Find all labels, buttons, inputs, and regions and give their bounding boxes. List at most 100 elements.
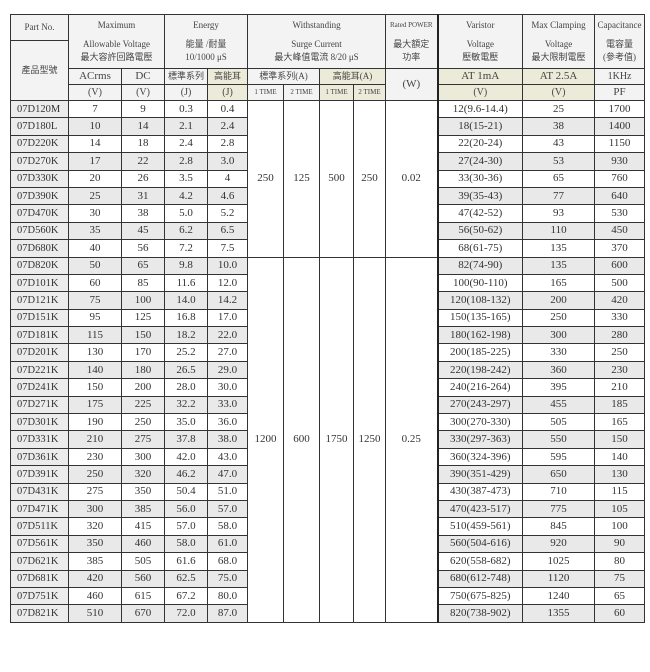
cell-energy-high: 51.0: [207, 482, 249, 501]
cell-clamping-voltage: 135: [522, 239, 596, 258]
cell-energy-std: 9.8: [164, 256, 209, 275]
cell-part-number: 07D511K: [10, 517, 69, 536]
cell-acrms-voltage: 7: [68, 99, 122, 119]
header-clamping: Max Clamping Voltage 最大限制電壓: [522, 14, 596, 69]
cell-acrms-voltage: 17: [68, 152, 122, 171]
cell-energy-std: 11.6: [164, 273, 209, 293]
cell-capacitance: 105: [594, 499, 646, 519]
cell-capacitance: 130: [594, 465, 646, 484]
cell-dc-voltage: 26: [120, 169, 166, 188]
cell-dc-voltage: 38: [120, 204, 166, 223]
cell-capacitance: 330: [594, 308, 646, 328]
cell-energy-high: 0.4: [207, 99, 249, 119]
cell-clamping-voltage: 250: [522, 308, 596, 328]
cell-energy-std: 72.0: [164, 604, 209, 623]
cell-part-number: 07D390K: [10, 186, 69, 206]
header-surge-high-1time: 1 TIME: [319, 84, 355, 101]
cell-energy-high: 22.0: [207, 326, 249, 345]
header-max-voltage-line2: Allowable Voltage: [83, 39, 150, 49]
cell-energy-std: 18.2: [164, 326, 209, 345]
cell-dc-voltage: 65: [120, 256, 166, 275]
cell-energy-high: 2.4: [207, 117, 249, 136]
cell-varistor-voltage: 22(20-24): [436, 134, 524, 154]
cell-varistor-voltage: 27(24-30): [436, 152, 524, 171]
cell-acrms-voltage: 60: [68, 273, 122, 293]
cell-part-number: 07D101K: [10, 273, 69, 293]
cell-acrms-voltage: 130: [68, 343, 122, 362]
cell-acrms-voltage: 150: [68, 378, 122, 397]
cell-capacitance: 1150: [594, 134, 646, 154]
cell-capacitance: 930: [594, 152, 646, 171]
cell-part-number: 07D560K: [10, 221, 69, 241]
table-row: 07D201K 130 170 25.2 27.0 200(185-225) 330 250: [10, 343, 646, 362]
cell-energy-std: 6.2: [164, 221, 209, 241]
cell-dc-voltage: 300: [120, 447, 166, 467]
cell-varistor-voltage: 510(459-561): [436, 517, 524, 536]
header-energy-std: 標準系列: [164, 68, 209, 85]
header-energy-high-unit: (J): [207, 84, 249, 101]
cell-capacitance: 500: [594, 273, 646, 293]
table-row: 07D271K 175 225 32.2 33.0 270(243-297) 455 185: [10, 395, 646, 415]
header-varistor-line2: Voltage: [466, 39, 494, 49]
cell-part-number: 07D241K: [10, 378, 69, 397]
table-row: 07D270K 17 22 2.8 3.0 27(24-30) 53 930: [10, 152, 646, 171]
cell-energy-high: 38.0: [207, 430, 249, 449]
cell-energy-std: 67.2: [164, 586, 209, 606]
cell-part-number: 07D220K: [10, 134, 69, 154]
cell-capacitance: 1700: [594, 99, 646, 119]
cell-dc-voltage: 615: [120, 586, 166, 606]
cell-surge-std-2: 600: [283, 256, 321, 623]
cell-capacitance: 600: [594, 256, 646, 275]
cell-varistor-voltage: 33(30-36): [436, 169, 524, 188]
table-row: 07D561K 350 460 58.0 61.0 560(504-616) 920 90: [10, 534, 646, 554]
cell-varistor-voltage: 47(42-52): [436, 204, 524, 223]
cell-varistor-voltage: 200(185-225): [436, 343, 524, 362]
cell-varistor-voltage: 150(135-165): [436, 308, 524, 328]
header-at-25a: AT 2.5A: [522, 68, 596, 85]
cell-acrms-voltage: 300: [68, 499, 122, 519]
cell-acrms-voltage: 190: [68, 413, 122, 432]
header-clamping-line1: Max Clamping: [531, 20, 586, 30]
varistor-spec-table-container: Part No. Maximum Allowable Voltage 最大容許回…: [10, 14, 646, 623]
cell-varistor-voltage: 39(35-43): [436, 186, 524, 206]
cell-acrms-voltage: 140: [68, 360, 122, 380]
cell-dc-voltage: 150: [120, 326, 166, 345]
cell-acrms-voltage: 385: [68, 552, 122, 571]
cell-energy-high: 12.0: [207, 273, 249, 293]
header-capacitance-line2: 電容量: [606, 39, 634, 49]
cell-energy-std: 61.6: [164, 552, 209, 571]
cell-dc-voltage: 100: [120, 291, 166, 310]
cell-varistor-voltage: 56(50-62): [436, 221, 524, 241]
cell-dc-voltage: 125: [120, 308, 166, 328]
cell-part-number: 07D271K: [10, 395, 69, 415]
header-power: Rated POWER 最大額定 功率: [385, 14, 439, 69]
table-row: 07D431K 275 350 50.4 51.0 430(387-473) 710 115: [10, 482, 646, 501]
cell-energy-std: 5.0: [164, 204, 209, 223]
cell-energy-high: 61.0: [207, 534, 249, 554]
cell-varistor-voltage: 360(324-396): [436, 447, 524, 467]
table-row: 07D220K 14 18 2.4 2.8 22(20-24) 43 1150: [10, 134, 646, 154]
header-surge-std-2time: 2 TIME: [283, 84, 321, 101]
cell-dc-voltage: 45: [120, 221, 166, 241]
cell-energy-std: 50.4: [164, 482, 209, 501]
cell-surge-high-2: 250: [353, 100, 387, 258]
cell-dc-voltage: 460: [120, 534, 166, 554]
cell-varistor-voltage: 240(216-264): [436, 378, 524, 397]
header-surge-line1: Withstanding: [292, 20, 341, 30]
cell-dc-voltage: 250: [120, 413, 166, 432]
cell-energy-high: 36.0: [207, 413, 249, 432]
header-khz: 1KHz: [594, 68, 646, 85]
cell-clamping-voltage: 1240: [522, 586, 596, 606]
cell-surge-std-2: 125: [283, 100, 321, 258]
cell-clamping-voltage: 1025: [522, 552, 596, 571]
table-row: 07D820K 50 65 9.8 10.0 1200 600 1750 1250 0.25 82(…: [10, 256, 646, 623]
cell-part-number: 07D470K: [10, 204, 69, 223]
table-row: 07D391K 250 320 46.2 47.0 390(351-429) 650 130: [10, 465, 646, 484]
cell-clamping-voltage: 505: [522, 413, 596, 432]
cell-surge-high-2: 1250: [353, 256, 387, 623]
table-row: 07D470K 30 38 5.0 5.2 47(42-52) 93 530: [10, 204, 646, 223]
cell-clamping-voltage: 920: [522, 534, 596, 554]
cell-varistor-voltage: 390(351-429): [436, 465, 524, 484]
cell-part-number: 07D301K: [10, 413, 69, 432]
header-varistor-line1: Varistor: [466, 20, 495, 30]
